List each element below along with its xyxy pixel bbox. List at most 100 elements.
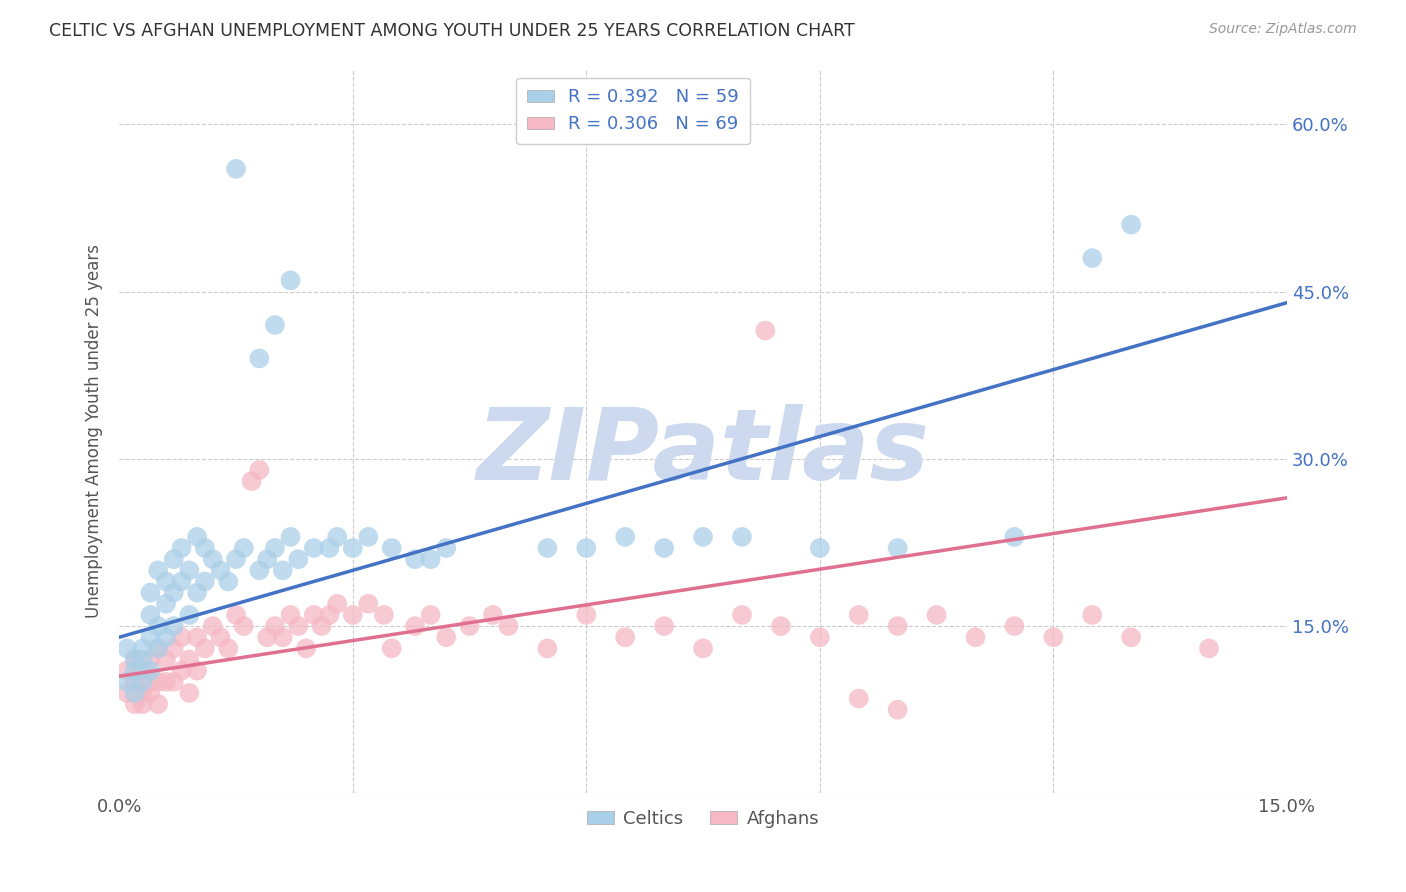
Point (318, 541, 340, 555)
Point (1002, 619, 1025, 633)
Point (1081, 251, 1104, 265)
Point (139, 664, 162, 678)
Point (139, 674, 162, 689)
Point (280, 607, 302, 622)
Point (295, 641, 318, 656)
Point (225, 552, 247, 566)
Point (139, 630, 162, 644)
Point (139, 585, 162, 599)
Point (302, 541, 325, 555)
Point (139, 607, 162, 622)
Point (652, 619, 675, 633)
Point (419, 552, 441, 566)
Point (342, 607, 364, 622)
Point (498, 619, 520, 633)
Point (692, 530, 714, 544)
Point (131, 697, 153, 711)
Point (264, 541, 287, 555)
Point (247, 351, 270, 366)
Point (186, 664, 208, 678)
Point (232, 619, 254, 633)
Point (614, 630, 637, 644)
Point (163, 585, 186, 599)
Point (139, 652, 162, 666)
Point (311, 619, 333, 633)
Point (179, 563, 201, 577)
Point (434, 630, 457, 644)
Point (925, 607, 948, 622)
Point (357, 530, 380, 544)
Point (1198, 641, 1220, 656)
Point (482, 607, 505, 622)
Point (124, 686, 146, 700)
Point (170, 664, 193, 678)
Point (302, 607, 325, 622)
Point (419, 607, 441, 622)
Point (155, 674, 177, 689)
Point (201, 619, 224, 633)
Point (326, 530, 349, 544)
Point (131, 641, 153, 656)
Point (115, 686, 138, 700)
Point (148, 563, 170, 577)
Point (848, 691, 870, 706)
Point (186, 530, 208, 544)
Point (155, 574, 177, 589)
Point (692, 641, 714, 656)
Point (434, 541, 457, 555)
Point (148, 697, 170, 711)
Point (170, 541, 193, 555)
Point (232, 541, 254, 555)
Point (287, 552, 309, 566)
Point (357, 597, 380, 611)
Text: Source: ZipAtlas.com: Source: ZipAtlas.com (1209, 22, 1357, 37)
Point (808, 541, 831, 555)
Point (131, 664, 153, 678)
Point (148, 641, 170, 656)
Point (155, 630, 177, 644)
Point (131, 686, 153, 700)
Point (163, 619, 186, 633)
Point (225, 161, 247, 176)
Point (163, 674, 186, 689)
Point (247, 563, 270, 577)
Point (381, 641, 404, 656)
Point (148, 619, 170, 633)
Point (247, 463, 270, 477)
Point (194, 574, 217, 589)
Point (264, 318, 287, 332)
Point (318, 607, 340, 622)
Point (754, 324, 776, 338)
Point (652, 541, 675, 555)
Point (194, 541, 217, 555)
Point (194, 641, 217, 656)
Point (155, 652, 177, 666)
Point (458, 619, 481, 633)
Point (115, 641, 138, 656)
Point (115, 664, 138, 678)
Point (139, 686, 162, 700)
Point (264, 619, 287, 633)
Point (124, 664, 146, 678)
Point (124, 697, 146, 711)
Point (769, 619, 792, 633)
Point (1002, 530, 1025, 544)
Point (1121, 218, 1143, 232)
Point (201, 552, 224, 566)
Point (614, 530, 637, 544)
Point (170, 574, 193, 589)
Point (1081, 607, 1104, 622)
Point (186, 585, 208, 599)
Point (148, 674, 170, 689)
Point (965, 630, 987, 644)
Point (124, 652, 146, 666)
Point (1042, 630, 1064, 644)
Point (148, 641, 170, 656)
Point (886, 703, 908, 717)
Point (225, 607, 247, 622)
Point (217, 574, 239, 589)
Point (808, 630, 831, 644)
Point (256, 630, 278, 644)
Point (731, 607, 754, 622)
Point (115, 674, 138, 689)
